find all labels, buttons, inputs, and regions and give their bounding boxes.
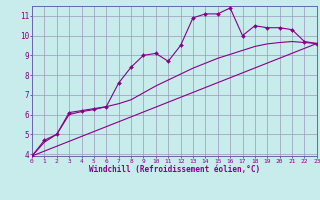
X-axis label: Windchill (Refroidissement éolien,°C): Windchill (Refroidissement éolien,°C) [89, 165, 260, 174]
